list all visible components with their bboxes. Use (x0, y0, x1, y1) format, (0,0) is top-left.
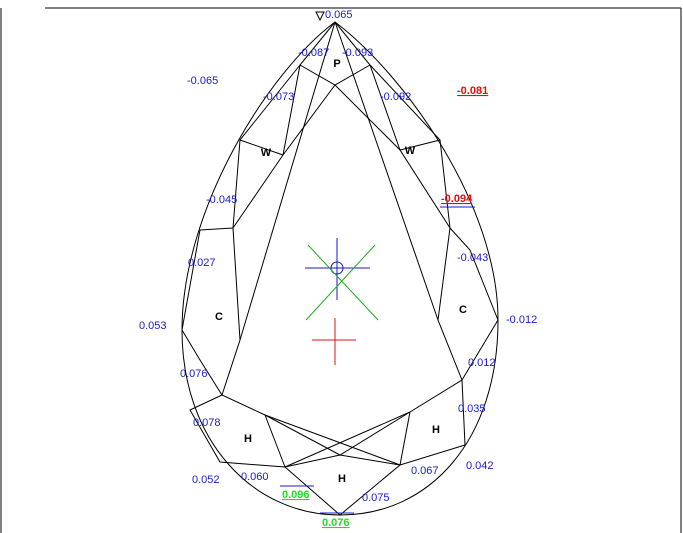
measurement: 0.065 (325, 9, 353, 21)
measurement: 0.076 (322, 517, 350, 529)
measurement: 0.067 (411, 465, 439, 477)
facet-label: H (338, 473, 346, 485)
facet-label: C (215, 311, 223, 323)
frame (0, 7, 682, 533)
measurement: -0.073 (263, 91, 294, 103)
measurement: -0.087 (298, 47, 329, 59)
crosshairs (305, 238, 379, 365)
facet-label: W (405, 145, 416, 157)
measurement: 0.060 (241, 471, 269, 483)
facet-label: W (261, 147, 272, 159)
measurement: 0.075 (362, 492, 390, 504)
measurement: 0.052 (192, 474, 220, 486)
measurement: 0.012 (468, 357, 496, 369)
facet-label: C (459, 304, 467, 316)
facet-label: H (244, 433, 252, 445)
measurement: -0.045 (206, 194, 237, 206)
measurement: -0.093 (342, 47, 373, 59)
measurement: 0.035 (458, 403, 486, 415)
measurement: 0.042 (466, 460, 494, 472)
measurement: -0.043 (457, 252, 488, 264)
marker-lines (280, 11, 475, 514)
measurement: 0.096 (282, 489, 310, 501)
measurements: 0.065 -0.087 -0.093 -0.065 -0.073 -0.092… (139, 9, 537, 529)
measurement: 0.027 (188, 257, 216, 269)
pear-outline (181, 21, 499, 516)
facet-label: P (333, 58, 340, 70)
facet-label: H (432, 424, 440, 436)
measurement: -0.094 (441, 193, 473, 205)
measurement: -0.012 (506, 314, 537, 326)
measurement: 0.078 (193, 417, 221, 429)
measurement: 0.053 (139, 320, 167, 332)
measurement: 0.076 (180, 368, 208, 380)
measurement: -0.092 (380, 91, 411, 103)
measurement: -0.081 (457, 85, 488, 97)
measurement: -0.065 (187, 75, 218, 87)
facet-labels: P W W C C H H H (215, 58, 467, 485)
